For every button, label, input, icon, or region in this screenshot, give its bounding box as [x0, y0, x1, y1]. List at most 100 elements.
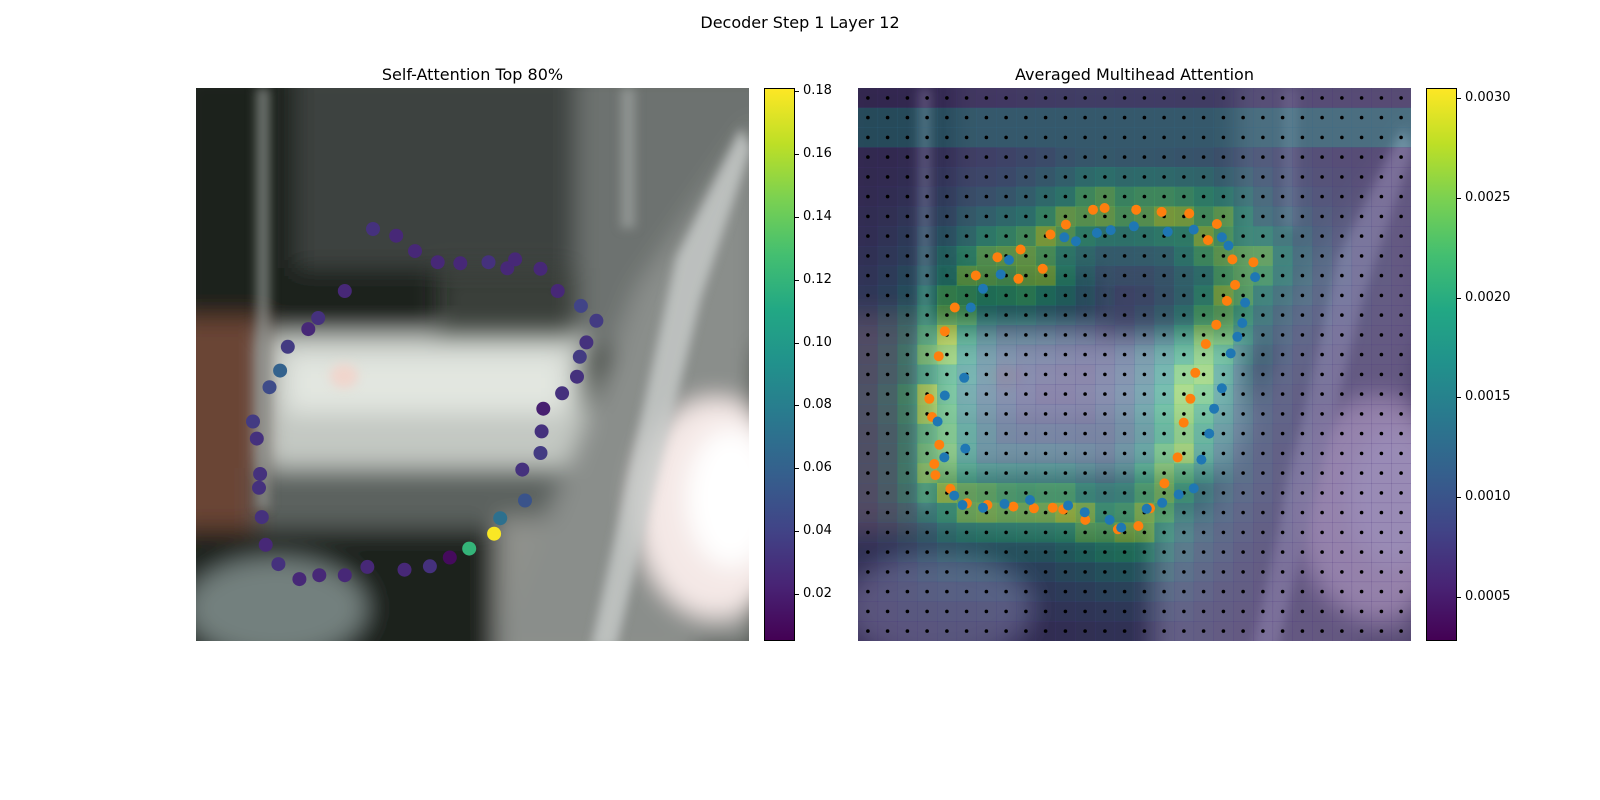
orange-point: [1060, 219, 1071, 230]
self-attention-plot: [196, 88, 749, 641]
grid-dots: [866, 96, 1403, 633]
colorbar-tick-label: 0.18: [803, 83, 832, 99]
blue-point: [1188, 483, 1199, 494]
attention-point: [462, 541, 477, 556]
left-colorbar-ticks: 0.02 0.04 0.06 0.08 0.10 0.12 0.14 0.16 0.18: [795, 83, 865, 641]
orange-point: [1133, 521, 1144, 531]
orange-point: [930, 470, 941, 481]
attention-point: [493, 511, 508, 526]
attention-point: [536, 401, 551, 416]
blue-point: [1116, 522, 1127, 533]
orange-point: [1008, 501, 1019, 512]
orange-point: [934, 439, 945, 450]
orange-point: [1037, 263, 1048, 274]
blue-point: [1141, 503, 1152, 514]
orange-point: [1099, 203, 1110, 213]
attention-point: [389, 228, 404, 243]
colorbar-tick-label: 0.0010: [1465, 489, 1511, 505]
attention-point: [487, 526, 502, 541]
attention-point: [518, 493, 532, 508]
attention-point: [533, 446, 548, 460]
colorbar-tick-label: 0.08: [803, 397, 832, 413]
figure-suptitle: Decoder Step 1 Layer 12: [700, 13, 900, 32]
orange-point: [1203, 235, 1213, 246]
attention-point: [508, 252, 523, 267]
attention-point: [570, 369, 584, 384]
attention-point: [301, 322, 316, 337]
right-panel-title: Averaged Multihead Attention: [1015, 65, 1254, 84]
attention-point: [579, 335, 594, 350]
attention-point: [246, 414, 260, 429]
left-colorbar: [764, 88, 795, 641]
attention-point: [311, 311, 326, 325]
blue-point: [965, 302, 976, 313]
blue-point: [1079, 507, 1090, 518]
orange-point: [929, 459, 940, 469]
attention-point: [273, 363, 288, 378]
orange-point: [1211, 219, 1222, 229]
orange-point: [1088, 204, 1098, 215]
blue-point: [1004, 255, 1014, 265]
attention-point: [555, 386, 570, 401]
orange-point: [1221, 295, 1232, 306]
orange-point: [1172, 452, 1183, 463]
attention-point: [252, 480, 266, 495]
blue-point: [957, 500, 968, 510]
blue-point: [960, 443, 971, 454]
orange-point: [1131, 204, 1142, 215]
blue-point: [1196, 454, 1207, 465]
blue-point: [1025, 495, 1035, 505]
colorbar-tick-label: 0.0005: [1465, 589, 1511, 605]
orange-point: [1028, 503, 1039, 514]
blue-point: [1216, 383, 1227, 394]
blue-point: [939, 390, 950, 401]
attention-point: [292, 572, 307, 587]
colorbar-tick-label: 0.12: [803, 271, 832, 287]
blue-point: [1225, 348, 1236, 359]
blue-point: [1059, 232, 1070, 243]
attention-point: [422, 559, 437, 574]
attention-point: [589, 313, 604, 328]
attention-point: [533, 261, 548, 276]
attention-point: [397, 562, 412, 577]
blue-point: [939, 452, 950, 463]
orange-point: [992, 252, 1003, 263]
orange-point: [1184, 208, 1195, 219]
orange-point: [1080, 514, 1091, 525]
colorbar-tick-label: 0.0025: [1465, 189, 1511, 205]
multihead-attention-svg: [858, 88, 1411, 641]
blue-point: [1216, 232, 1227, 243]
multihead-attention-plot: [858, 88, 1411, 641]
colorbar-tick-label: 0.0020: [1465, 289, 1511, 305]
attention-point: [366, 222, 380, 236]
colorbar-tick-label: 0.16: [803, 146, 832, 161]
blue-point: [1173, 489, 1184, 500]
blue-point: [978, 502, 988, 513]
orange-point: [1227, 254, 1238, 265]
blue-point: [1162, 226, 1173, 237]
colorbar-tick-label: 0.14: [803, 208, 832, 224]
right-colorbar-ticks: 0.0005 0.0010 0.0015 0.0020 0.0025 0.0030: [1457, 88, 1527, 641]
attention-point: [360, 559, 375, 574]
orange-point: [939, 326, 950, 337]
blue-point: [1240, 297, 1251, 308]
attention-point: [515, 462, 530, 477]
attention-point: [258, 537, 273, 552]
attention-point: [280, 339, 295, 354]
attention-point: [312, 568, 327, 583]
blue-point: [1091, 227, 1102, 238]
attention-point: [573, 298, 588, 313]
blue-point: [932, 416, 943, 427]
orange-point: [924, 393, 935, 404]
orange-point: [1248, 257, 1259, 268]
attention-point: [481, 255, 496, 270]
orange-point: [970, 270, 981, 281]
blue-point: [1063, 500, 1074, 511]
orange-point: [1190, 367, 1201, 378]
attention-point: [534, 424, 549, 439]
orange-point: [933, 351, 944, 362]
blue-point: [1232, 331, 1243, 342]
blue-point: [978, 283, 988, 294]
orange-point: [1211, 319, 1222, 330]
blue-point: [1157, 497, 1168, 508]
